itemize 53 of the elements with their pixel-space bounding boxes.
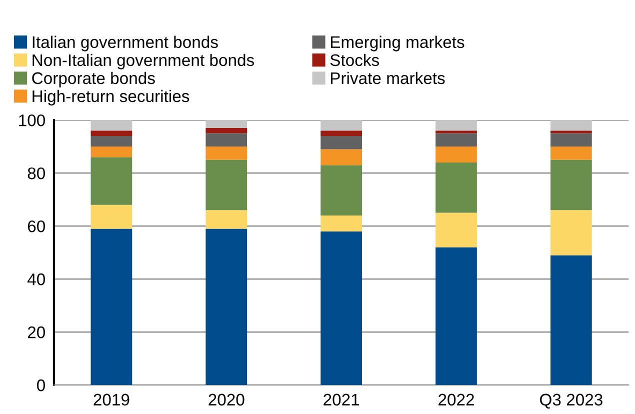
legend-label: Private markets	[330, 72, 445, 84]
bar	[550, 120, 592, 131]
bar	[320, 136, 362, 150]
y-tick-label: 100	[19, 114, 45, 126]
bar	[90, 120, 132, 131]
bar	[436, 120, 477, 131]
x-tick-label: 2021	[324, 394, 360, 406]
bar	[436, 247, 477, 386]
bar	[206, 160, 248, 210]
bar	[90, 157, 132, 205]
bar	[550, 255, 592, 386]
bar	[320, 215, 362, 232]
bar	[320, 120, 362, 131]
y-tick-label: 20	[28, 326, 45, 338]
y-tick-label: 60	[28, 220, 45, 232]
bar	[206, 146, 248, 160]
x-tick-label: 2019	[94, 394, 130, 406]
bar	[550, 146, 592, 160]
legend-label: Emerging markets	[330, 36, 464, 52]
x-tick-label: 2022	[438, 394, 474, 406]
bar	[550, 133, 592, 147]
legend-label: Corporate bonds	[32, 72, 155, 88]
bar	[550, 130, 592, 134]
bar	[550, 210, 592, 256]
legend-label: High-return securities	[32, 90, 190, 106]
y-tick-label: 40	[27, 273, 45, 286]
bar	[206, 210, 248, 229]
bar	[90, 146, 132, 158]
x-tick-label: 2020	[208, 394, 244, 406]
bar	[320, 130, 362, 136]
x-tick-label: Q3 2023	[540, 394, 602, 409]
bar	[436, 162, 477, 213]
bar	[206, 128, 248, 134]
bar	[90, 228, 132, 386]
legend-label: Stocks	[330, 54, 380, 66]
bar	[436, 130, 477, 134]
legend-label: Non-Italian government bonds	[32, 54, 254, 70]
y-tick-label: 80	[28, 167, 45, 180]
bar	[206, 133, 248, 147]
bar	[320, 231, 362, 386]
bar	[206, 228, 248, 386]
bar	[90, 204, 132, 229]
bar	[436, 146, 477, 162]
bar	[320, 149, 362, 166]
legend-label: Italian government bonds	[32, 36, 218, 52]
y-tick-label: 0	[37, 379, 45, 392]
bar	[436, 212, 477, 248]
bar	[90, 130, 132, 136]
bar	[206, 120, 248, 128]
bar	[436, 133, 477, 147]
bar	[320, 165, 362, 216]
bar	[550, 160, 592, 210]
bar	[90, 136, 132, 147]
